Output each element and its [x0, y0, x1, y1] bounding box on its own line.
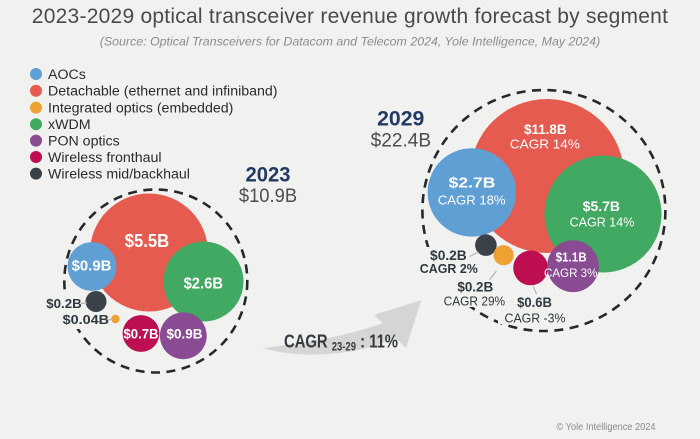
svg-text:$22.4B: $22.4B	[371, 131, 432, 152]
svg-text:$0.6B: $0.6B	[517, 295, 552, 310]
svg-text:Detachable (ethernet and infin: Detachable (ethernet and infiniband)	[48, 84, 278, 100]
svg-text:$5.7B: $5.7B	[583, 198, 620, 214]
svg-text:$2.7B: $2.7B	[449, 174, 496, 191]
svg-text:CAGR 29%: CAGR 29%	[444, 294, 506, 308]
svg-text:© Yole Intelligence 2024: © Yole Intelligence 2024	[557, 421, 656, 433]
svg-text:CAGR 23-29 : 11%: CAGR 23-29 : 11%	[284, 332, 398, 354]
svg-text:xWDM: xWDM	[48, 117, 91, 133]
svg-text:$0.2B: $0.2B	[430, 248, 467, 263]
svg-text:$0.2B: $0.2B	[46, 296, 82, 311]
svg-text:$0.9B: $0.9B	[167, 327, 203, 342]
svg-text:CAGR -3%: CAGR -3%	[505, 311, 566, 325]
svg-text:2023-2029 optical transceiver: 2023-2029 optical transceiver revenue gr…	[32, 5, 668, 28]
svg-text:$0.2B: $0.2B	[457, 279, 493, 294]
svg-text:CAGR 3%: CAGR 3%	[544, 266, 598, 280]
svg-text:$11.8B: $11.8B	[524, 121, 566, 137]
svg-text:CAGR 2%: CAGR 2%	[420, 262, 478, 276]
svg-text:2023: 2023	[246, 164, 291, 187]
svg-text:$0.7B: $0.7B	[123, 327, 158, 342]
svg-text:PON optics: PON optics	[48, 134, 120, 150]
svg-text:$1.1B: $1.1B	[556, 250, 587, 264]
svg-text:$0.9B: $0.9B	[72, 258, 112, 275]
svg-text:(Source: Optical Transceivers: (Source: Optical Transceivers for Dataco…	[100, 34, 600, 48]
svg-text:$0.04B: $0.04B	[63, 312, 109, 327]
svg-text:$10.9B: $10.9B	[239, 186, 297, 207]
svg-text:Integrated optics (embedded): Integrated optics (embedded)	[48, 101, 233, 117]
svg-text:$2.6B: $2.6B	[184, 275, 223, 292]
svg-text:CAGR 14%: CAGR 14%	[510, 137, 580, 152]
svg-text:Wireless mid/backhaul: Wireless mid/backhaul	[48, 167, 190, 183]
svg-text:2029: 2029	[377, 107, 424, 130]
svg-text:AOCs: AOCs	[48, 67, 86, 83]
svg-text:CAGR 14%: CAGR 14%	[570, 215, 635, 229]
svg-text:$5.5B: $5.5B	[125, 230, 169, 251]
svg-text:CAGR 18%: CAGR 18%	[438, 192, 506, 207]
svg-text:Wireless fronthaul: Wireless fronthaul	[48, 150, 162, 166]
